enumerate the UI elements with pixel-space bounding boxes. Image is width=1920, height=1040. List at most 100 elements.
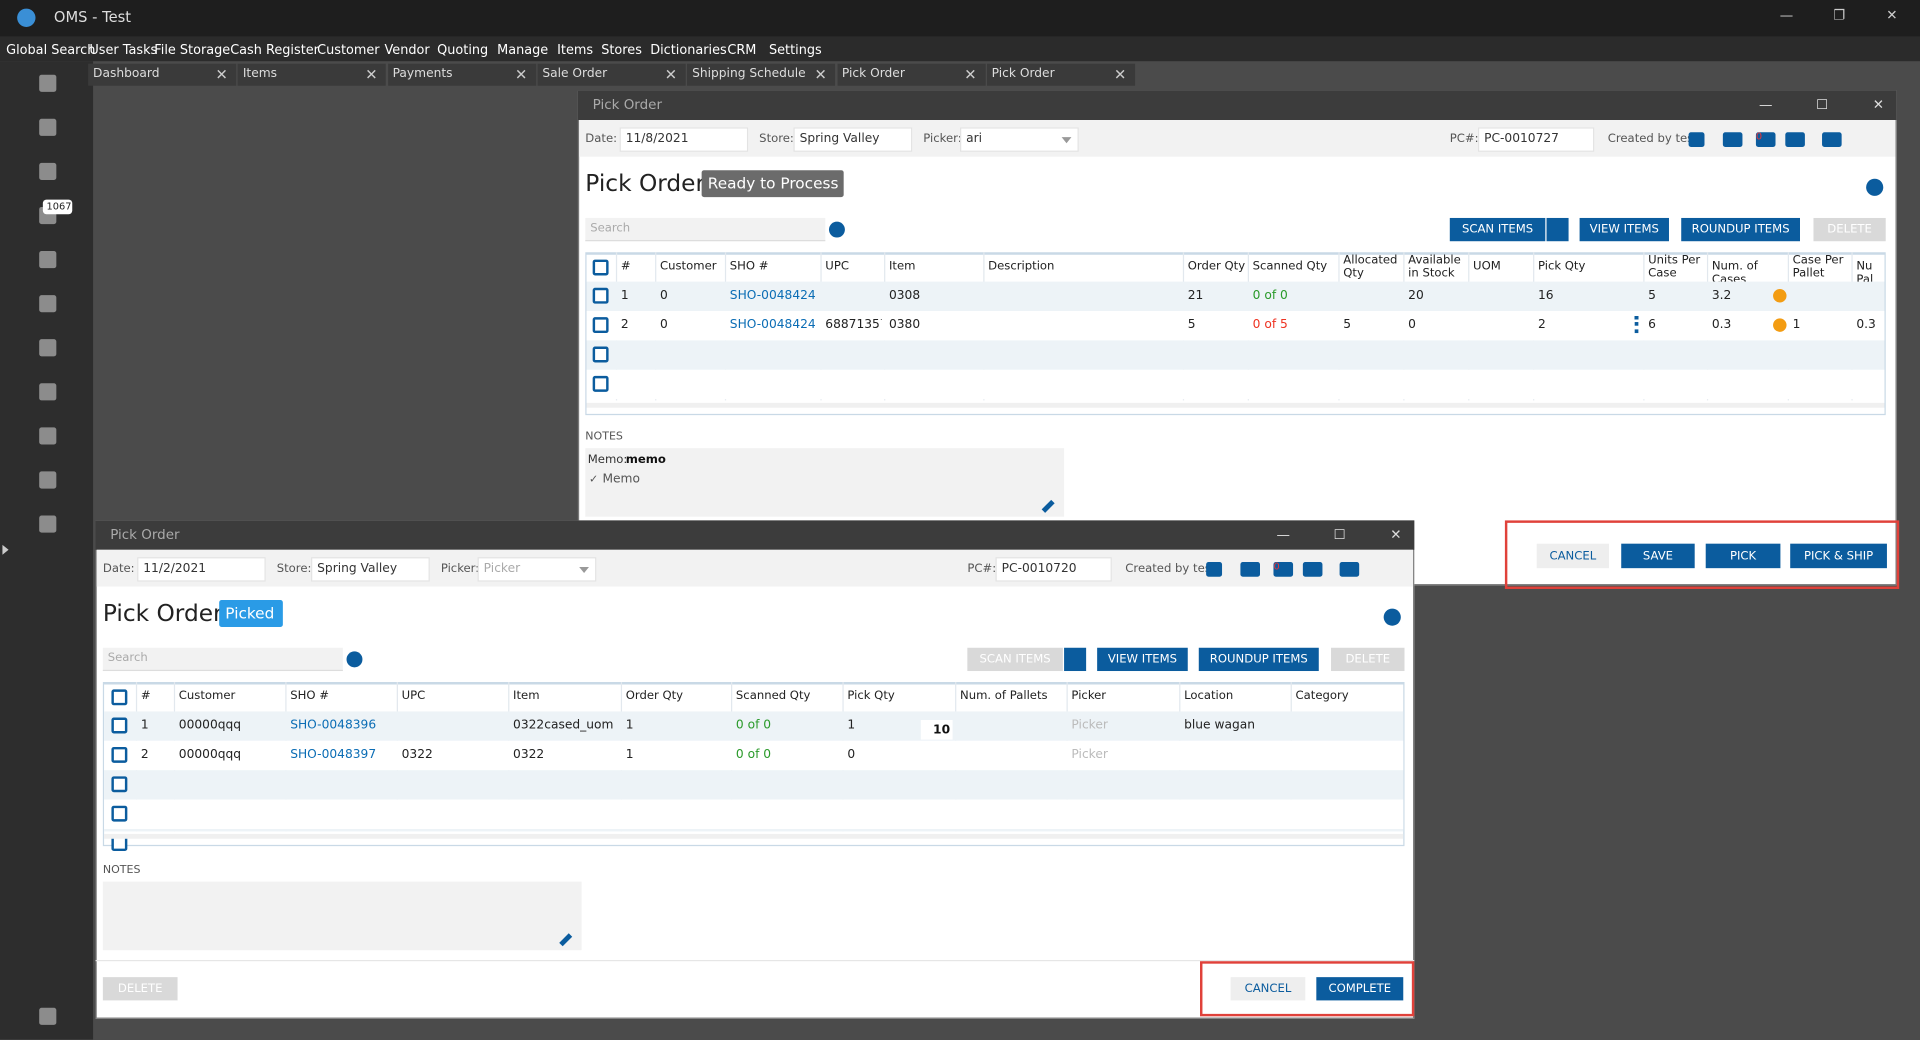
view-items-button[interactable]: VIEW ITEMS [1097, 648, 1188, 671]
footer-button[interactable]: SAVE [1621, 544, 1694, 568]
column-header[interactable]: # [621, 260, 655, 273]
tab-label[interactable]: Dashboard [93, 67, 159, 82]
tab-close[interactable]: ✕ [216, 66, 231, 83]
column-header[interactable]: Pick Qty [1538, 260, 1643, 273]
cell[interactable]: SHO-0048397 [290, 748, 376, 763]
input-value[interactable]: Spring Valley [800, 132, 880, 147]
delete-button[interactable]: DELETE [1331, 648, 1404, 671]
input-value[interactable]: PC-0010727 [1484, 132, 1559, 147]
column-header[interactable]: Units Per Case [1648, 253, 1707, 280]
column-header[interactable]: Category [1296, 689, 1400, 702]
window-control[interactable]: ☐ [1331, 527, 1348, 544]
sidebar-icon[interactable] [39, 339, 56, 356]
column-header[interactable]: # [141, 689, 174, 702]
menu-item[interactable]: File Storage [154, 43, 230, 58]
footer-button[interactable]: COMPLETE [1316, 977, 1403, 1000]
checkbox[interactable] [593, 347, 609, 363]
column-header[interactable]: Item [889, 260, 983, 273]
menu-item[interactable]: User Tasks [89, 43, 157, 58]
footer-button[interactable]: PICK [1706, 544, 1781, 568]
window-control[interactable]: ✕ [1870, 97, 1887, 114]
input-value[interactable]: 11/2/2021 [143, 562, 206, 577]
menu-item[interactable]: Stores [601, 43, 642, 58]
checkbox[interactable] [593, 260, 609, 276]
column-header[interactable]: Allocated Qty [1343, 253, 1403, 280]
clear-search[interactable] [829, 222, 845, 238]
window-control[interactable]: ☐ [1813, 97, 1830, 114]
toolbar-icon[interactable] [1303, 562, 1323, 577]
delete-button[interactable]: DELETE [1813, 218, 1885, 241]
menu-item[interactable]: Settings [769, 43, 822, 58]
checkbox[interactable] [111, 747, 127, 763]
column-header[interactable]: Item [513, 689, 621, 702]
checkbox[interactable] [593, 317, 609, 333]
toolbar-icon[interactable] [1723, 132, 1743, 147]
toolbar-icon[interactable] [1240, 562, 1260, 577]
column-header[interactable]: Customer [660, 260, 725, 273]
window-control[interactable]: ✕ [1387, 527, 1404, 544]
settings-gear[interactable] [1384, 609, 1401, 626]
menu-item[interactable]: Quoting [437, 43, 488, 58]
menu-item[interactable]: Customer [317, 43, 379, 58]
column-header[interactable]: UOM [1473, 260, 1533, 273]
menu-item[interactable]: Dictionaries [650, 43, 727, 58]
toolbar-icon[interactable] [1822, 132, 1842, 147]
sidebar-icon[interactable] [39, 75, 56, 92]
scan-items-button[interactable]: SCAN ITEMS [1450, 218, 1546, 241]
footer-button[interactable]: PICK & SHIP [1790, 544, 1887, 568]
checkbox[interactable] [111, 689, 127, 705]
sidebar-icon[interactable] [39, 251, 56, 268]
cell[interactable]: SHO-0048424 [730, 289, 816, 304]
menu-item[interactable]: Cash Register [230, 43, 319, 58]
sidebar-icon[interactable] [39, 471, 56, 488]
menu-item[interactable]: Global Search [6, 43, 95, 58]
column-header[interactable]: UPC [825, 260, 884, 273]
expand-arrow[interactable] [2, 545, 8, 555]
column-header[interactable]: Order Qty [1188, 260, 1248, 273]
roundup-items-button[interactable]: ROUNDUP ITEMS [1681, 218, 1800, 241]
menu-item[interactable]: CRM [727, 43, 756, 58]
checkbox[interactable] [593, 288, 609, 304]
window-control[interactable]: ✕ [1883, 7, 1900, 24]
tab-close[interactable]: ✕ [964, 66, 979, 83]
input-value[interactable]: Spring Valley [317, 562, 397, 577]
toolbar-icon[interactable] [1206, 562, 1222, 577]
tab-label[interactable]: Items [243, 67, 277, 82]
sidebar-icon[interactable] [39, 427, 56, 444]
tab-close[interactable]: ✕ [1114, 66, 1129, 83]
tab-label[interactable]: Pick Order [992, 67, 1055, 82]
sidebar-icon[interactable] [39, 295, 56, 312]
column-header[interactable]: Scanned Qty [736, 689, 843, 702]
column-header[interactable]: SHO # [290, 689, 397, 702]
input-value[interactable]: ari [966, 132, 982, 147]
column-header[interactable]: Order Qty [626, 689, 731, 702]
column-header[interactable]: Available in Stock [1408, 253, 1468, 280]
menu-item[interactable]: Manage [497, 43, 548, 58]
tab-label[interactable]: Payments [393, 67, 453, 82]
cell[interactable]: SHO-0048396 [290, 719, 376, 734]
toolbar-icon[interactable] [1689, 132, 1705, 147]
search-placeholder[interactable]: Search [590, 222, 630, 237]
column-header[interactable]: Pick Qty [847, 689, 955, 702]
window-control[interactable]: — [1275, 527, 1292, 544]
input-value[interactable]: 11/8/2021 [626, 132, 689, 147]
menu-item[interactable]: Items [557, 43, 593, 58]
column-header[interactable]: SHO # [730, 260, 821, 273]
sidebar-icon[interactable] [39, 119, 56, 136]
menu-item[interactable]: Vendor [384, 43, 429, 58]
tab-label[interactable]: Shipping Schedule [692, 67, 806, 82]
input-value[interactable]: Picker [484, 562, 520, 577]
view-items-button[interactable]: VIEW ITEMS [1580, 218, 1669, 241]
column-header[interactable]: Scanned Qty [1253, 260, 1339, 273]
tab-label[interactable]: Sale Order [542, 67, 607, 82]
window-control[interactable]: — [1757, 97, 1774, 114]
search-placeholder[interactable]: Search [108, 651, 148, 666]
tab-close[interactable]: ✕ [665, 66, 680, 83]
tab-close[interactable]: ✕ [515, 66, 530, 83]
input-value[interactable]: PC-0010720 [1002, 562, 1077, 577]
sidebar-icon[interactable] [39, 516, 56, 533]
footer-button[interactable]: CANCEL [1231, 977, 1306, 1000]
clear-search[interactable] [347, 651, 363, 667]
checkbox[interactable] [593, 376, 609, 392]
toolbar-icon[interactable] [1340, 562, 1360, 577]
